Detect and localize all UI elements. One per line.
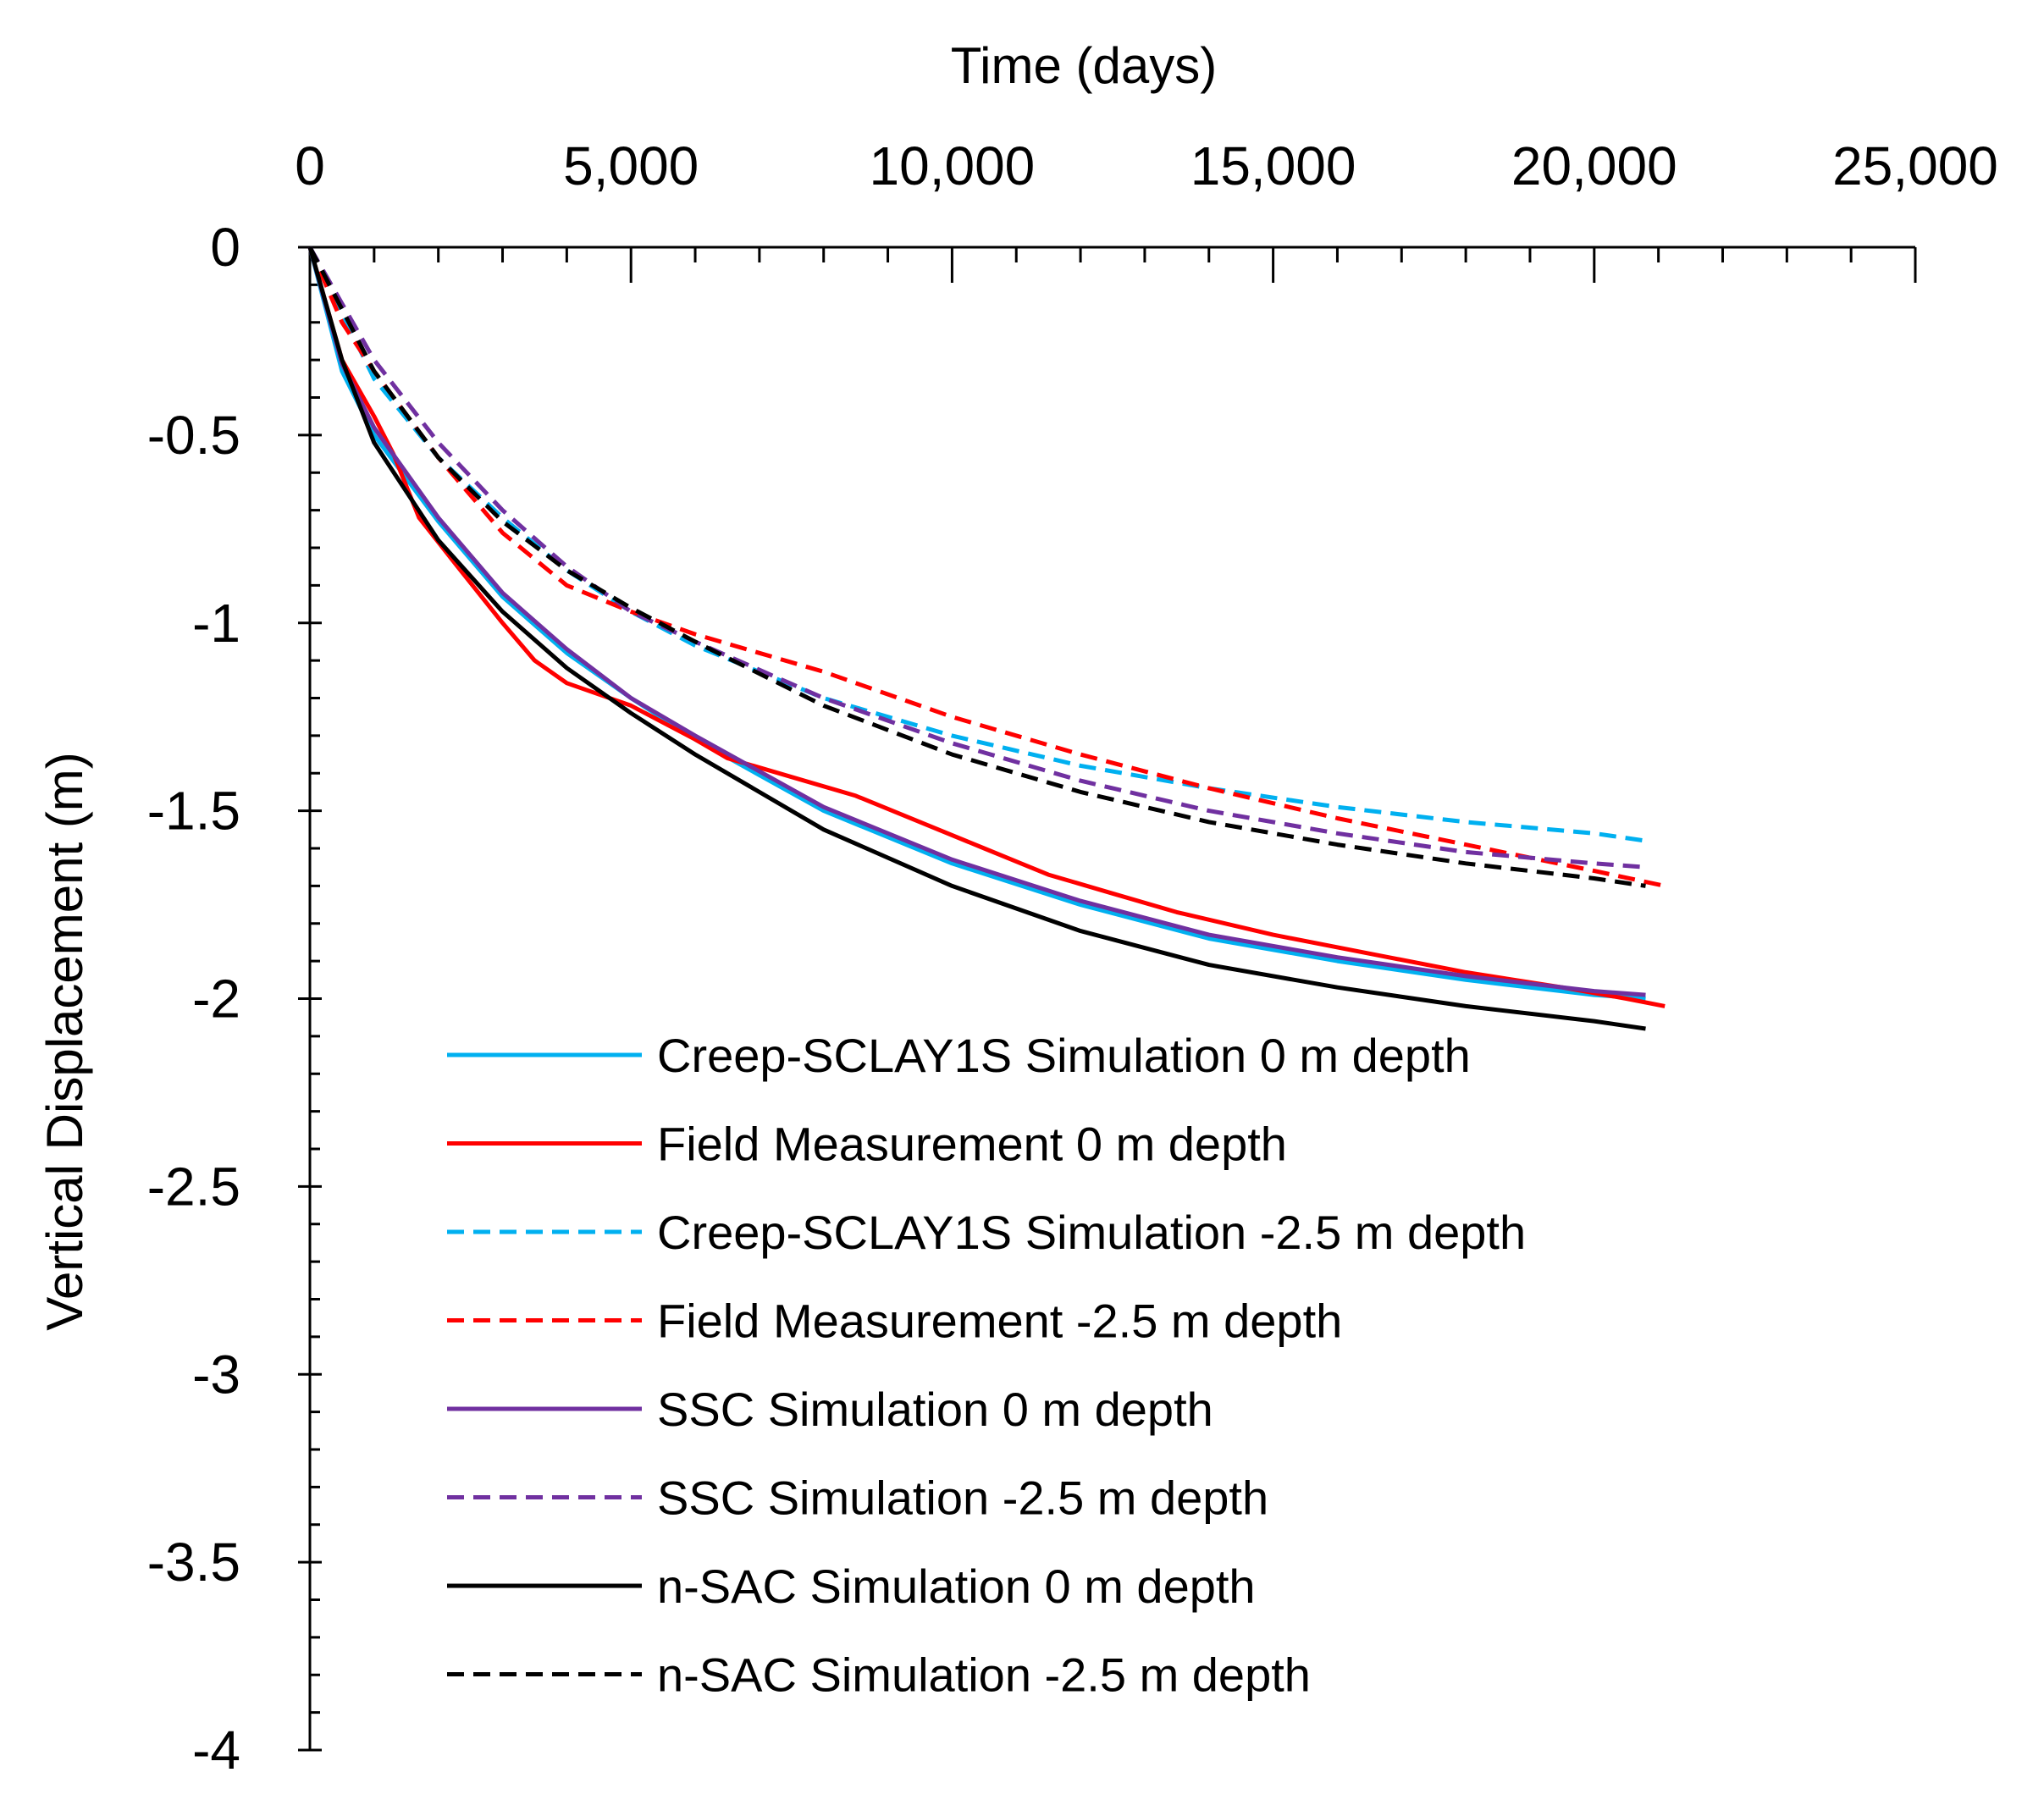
y-ticks: 0 -0.5 -1 -1.5 -2 -2.5 -3 -3.5 -4	[147, 217, 322, 1781]
series-line-7	[307, 246, 1646, 1031]
y-axis-title: Vertical Displacement (m)	[36, 752, 93, 1331]
legend-label: n-SAC Simulation -2.5 m depth	[657, 1648, 1311, 1702]
y-tick-label: 0	[210, 217, 240, 278]
y-tick-label: -1.5	[147, 781, 240, 842]
y-tick-label: -0.5	[147, 405, 240, 466]
series-line-5	[307, 246, 1646, 997]
series-line-6	[307, 246, 1646, 870]
x-tick-label: 0	[295, 135, 325, 196]
y-tick-label: -3.5	[147, 1532, 240, 1593]
series-line-3	[307, 246, 1646, 843]
y-tick-label: -1	[192, 593, 240, 654]
legend-label: SSC Simulation 0 m depth	[657, 1383, 1213, 1436]
axes: 0 5,000 10,000 15,000 20,000 25,000 0 -0.5 -1 -1…	[147, 135, 1998, 1781]
legend-label: SSC Simulation -2.5 m depth	[657, 1471, 1268, 1525]
legend-label: n-SAC Simulation 0 m depth	[657, 1560, 1256, 1613]
series-line-4	[307, 246, 1666, 888]
x-ticks: 0 5,000 10,000 15,000 20,000 25,000	[295, 135, 1998, 283]
x-tick-label: 5,000	[563, 135, 699, 196]
legend: Creep-SCLAY1S Simulation 0 m depth Field …	[447, 1029, 1526, 1702]
legend-label: Creep-SCLAY1S Simulation 0 m depth	[657, 1029, 1471, 1082]
y-tick-label: -2.5	[147, 1156, 240, 1217]
x-tick-label: 20,000	[1511, 135, 1677, 196]
x-tick-label: 15,000	[1190, 135, 1356, 196]
y-tick-label: -3	[192, 1344, 240, 1405]
y-tick-label: -2	[192, 969, 240, 1030]
y-tick-label: -4	[192, 1720, 240, 1781]
legend-label: Field Measurement 0 m depth	[657, 1118, 1287, 1171]
x-axis-title: Time (days)	[951, 37, 1217, 94]
series-line-8	[307, 246, 1646, 888]
series-line-1	[307, 246, 1646, 1001]
legend-label: Creep-SCLAY1S Simulation -2.5 m depth	[657, 1206, 1526, 1259]
legend-label: Field Measurement -2.5 m depth	[657, 1295, 1342, 1348]
x-tick-label: 10,000	[870, 135, 1036, 196]
series-lines	[307, 246, 1666, 1031]
series-line-2	[307, 246, 1666, 1008]
x-tick-label: 25,000	[1832, 135, 1998, 196]
